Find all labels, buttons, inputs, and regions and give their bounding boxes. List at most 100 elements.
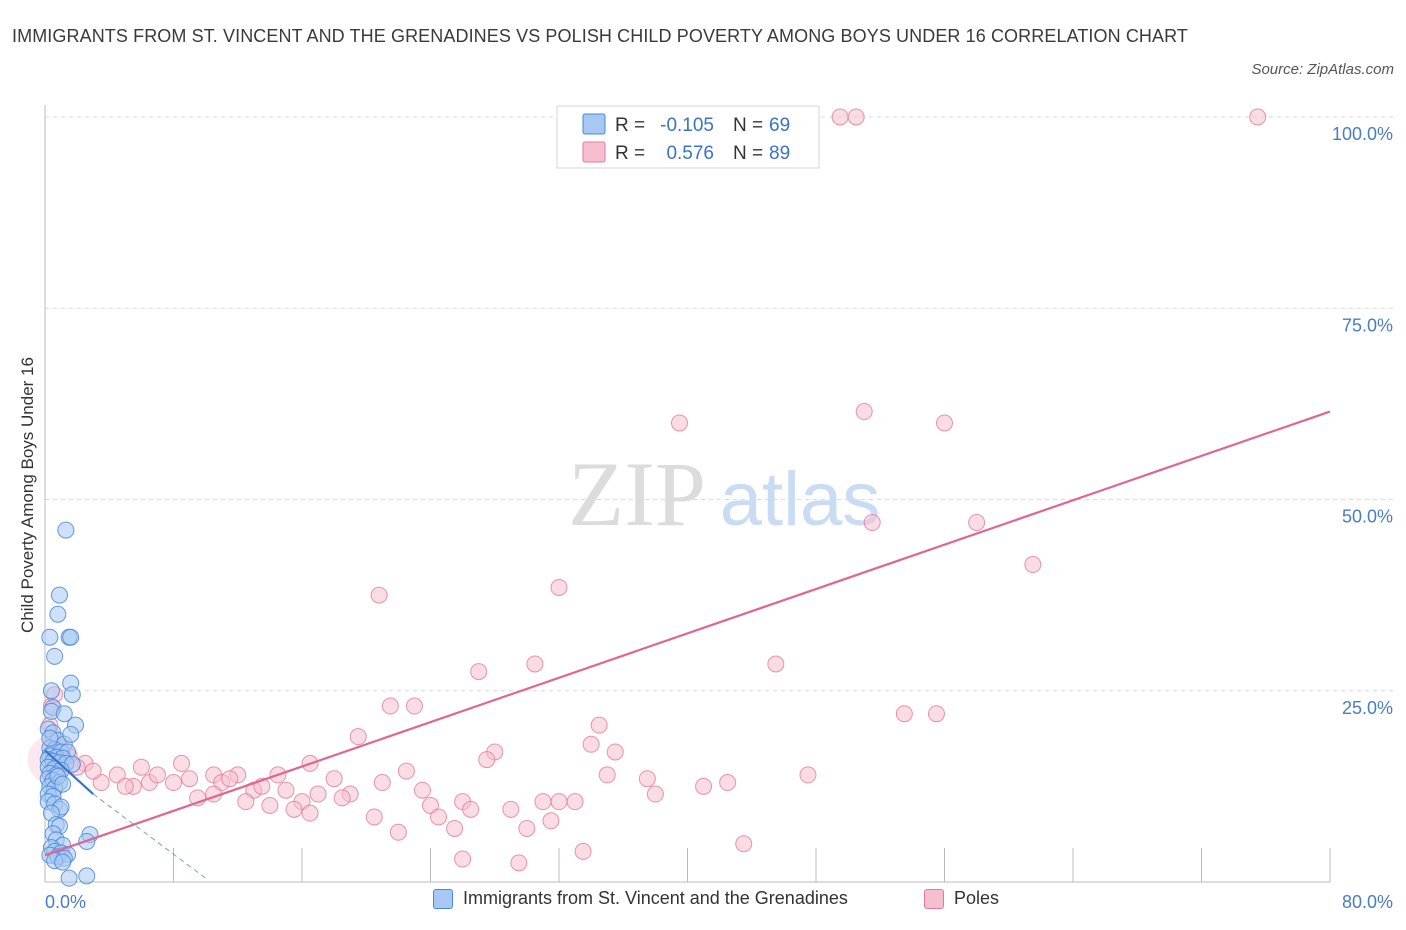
- poles-point: [574, 842, 592, 860]
- legend-r-value-1: -0.105: [660, 115, 714, 136]
- poles-point: [606, 743, 624, 761]
- poles-point: [670, 414, 688, 432]
- immigrants-point: [55, 705, 73, 723]
- poles-point: [349, 728, 367, 746]
- poles-point: [116, 777, 134, 795]
- poles-point: [1249, 108, 1267, 126]
- poles-point: [831, 108, 849, 126]
- poles-point: [261, 797, 279, 814]
- immigrants-point: [54, 853, 72, 871]
- immigrants-point: [42, 682, 60, 700]
- poles-point: [84, 762, 102, 780]
- poles-point: [221, 770, 239, 788]
- poles-point: [847, 108, 865, 126]
- watermark-atlas: atlas: [720, 457, 881, 542]
- source-label: Source: ZipAtlas.com: [1251, 61, 1394, 78]
- poles-point: [462, 800, 480, 818]
- poles-trend-line: [44, 410, 1331, 857]
- poles-point: [389, 823, 407, 841]
- watermark-zip: ZIP: [568, 443, 706, 545]
- poles-point: [598, 766, 616, 784]
- poles-point: [936, 414, 953, 432]
- legend-n-label-1: N =: [733, 115, 763, 136]
- legend-swatch-blue: [582, 113, 606, 135]
- poles-point: [165, 774, 182, 792]
- poles-point: [478, 751, 496, 769]
- tick-labels: 25.0% 50.0% 75.0% 100.0% 0.0% 80.0%: [45, 124, 1393, 912]
- poles-point: [325, 770, 343, 788]
- legend-swatch-pink: [582, 141, 606, 163]
- legend-r-value-2: 0.576: [666, 143, 714, 164]
- immigrants-point: [46, 647, 64, 665]
- legend-swatch-immigrants: [433, 888, 453, 909]
- poles-point: [968, 513, 986, 531]
- poles-point: [181, 770, 199, 788]
- poles-point: [446, 819, 464, 837]
- immigrants-point: [57, 521, 75, 539]
- y-tick-label-25: 25.0%: [1342, 698, 1393, 718]
- poles-point: [132, 758, 150, 776]
- poles-point: [370, 586, 388, 604]
- poles-point: [799, 766, 817, 784]
- poles-point: [855, 403, 873, 421]
- poles-point: [309, 785, 327, 803]
- poles-point: [373, 774, 391, 792]
- poles-point: [735, 835, 753, 853]
- poles-point: [566, 793, 584, 811]
- watermark: ZIP atlas: [568, 443, 880, 545]
- legend-n-value-2: 89: [769, 143, 790, 164]
- poles-point: [510, 854, 528, 872]
- immigrants-point: [60, 869, 78, 887]
- poles-point: [413, 781, 431, 799]
- bottom-legend: Immigrants from St. Vincent and the Gren…: [0, 888, 1406, 916]
- poles-point: [430, 808, 448, 826]
- poles-point: [646, 785, 664, 803]
- grid-lines: [45, 116, 1395, 692]
- poles-point: [237, 793, 255, 811]
- legend-r-label-2: R =: [615, 143, 645, 164]
- x-tick-label-max: 80.0%: [1342, 892, 1393, 912]
- immigrants-point: [62, 725, 80, 743]
- legend-label-poles: Poles: [954, 888, 1000, 908]
- poles-point: [285, 800, 303, 818]
- poles-point: [550, 578, 568, 596]
- poles-point: [582, 735, 600, 753]
- immigrants-point: [62, 628, 80, 646]
- legend-n-value-1: 69: [769, 115, 790, 136]
- immigrants-point: [41, 628, 59, 646]
- legend-n-label-2: N =: [733, 143, 763, 164]
- poles-point: [277, 781, 295, 799]
- legend-item-immigrants: Immigrants from St. Vincent and the Gren…: [433, 888, 848, 909]
- poles-point: [638, 770, 656, 788]
- poles-point: [301, 804, 319, 822]
- legend-item-poles: Poles: [924, 888, 999, 909]
- y-tick-label-75: 75.0%: [1342, 315, 1393, 335]
- poles-point: [502, 800, 520, 818]
- y-tick-label-50: 50.0%: [1342, 507, 1393, 527]
- legend-swatch-poles: [924, 888, 944, 909]
- poles-point: [526, 655, 544, 673]
- poles-point: [767, 655, 785, 673]
- immigrants-point: [50, 586, 68, 604]
- poles-point: [381, 697, 399, 715]
- correlation-legend: R = -0.105 N = 69 R = 0.576 N = 89: [556, 105, 820, 169]
- poles-point: [550, 793, 568, 811]
- poles-point: [333, 789, 351, 807]
- poles-point: [173, 754, 191, 772]
- poles-point: [695, 777, 713, 795]
- immigrants-point: [41, 729, 59, 747]
- poles-point: [863, 513, 881, 531]
- x-tick-label-min: 0.0%: [45, 892, 86, 912]
- axes: [44, 105, 1331, 883]
- poles-point: [534, 793, 552, 811]
- immigrants-trend-extension: [92, 793, 206, 879]
- poles-point: [365, 808, 383, 826]
- poles-point: [542, 812, 560, 830]
- immigrants-trend-line: [44, 749, 94, 795]
- poles-point: [454, 850, 472, 868]
- immigrants-point: [54, 775, 72, 793]
- immigrants-point: [63, 686, 81, 704]
- trend-lines: [44, 410, 1331, 879]
- legend-label-immigrants: Immigrants from St. Vincent and the Gren…: [463, 888, 848, 908]
